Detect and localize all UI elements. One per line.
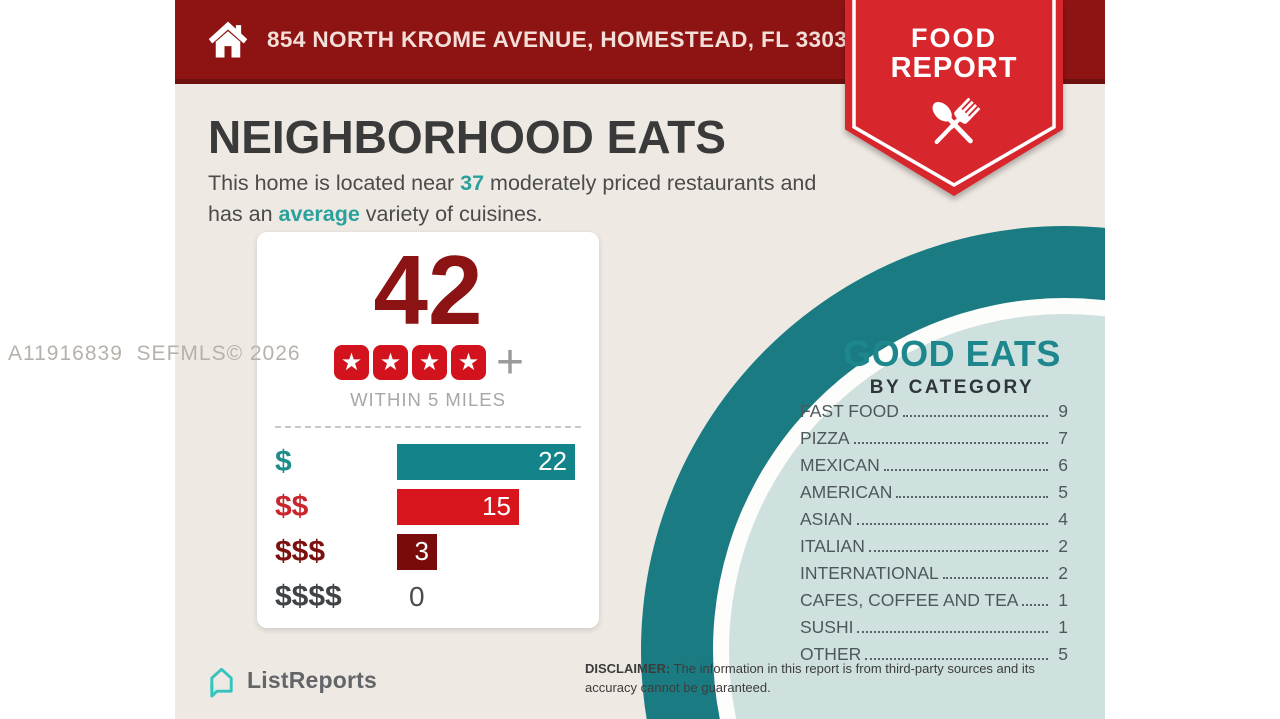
listreports-wordmark: ListReports	[247, 667, 377, 693]
good-eats-subtitle: BY CATEGORY	[869, 377, 1035, 398]
category-name: PIZZA	[800, 428, 850, 448]
dashed-divider	[275, 426, 581, 429]
category-name: SUSHI	[800, 617, 854, 637]
dot-leader	[853, 442, 1048, 444]
price-level-bar: 3	[397, 533, 437, 570]
star-icon: ★	[333, 345, 369, 381]
plus-icon: +	[495, 336, 525, 390]
category-count: 2	[1058, 563, 1068, 583]
category-count: 5	[1058, 482, 1068, 502]
restaurant-count: 37	[460, 171, 485, 195]
intro-sentence: This home is located near 37 moderately …	[208, 168, 853, 229]
price-level-label: $$	[275, 489, 309, 523]
badge-outline	[852, 0, 1056, 188]
dot-leader	[883, 469, 1048, 471]
price-level-label: $$$	[275, 534, 326, 568]
bar-value-zero: 0	[409, 580, 425, 612]
dot-leader	[868, 550, 1048, 552]
category-name: OTHER	[800, 644, 862, 664]
category-name: FAST FOOD	[800, 401, 899, 421]
dot-leader	[896, 496, 1048, 498]
category-row: OTHER 5	[800, 644, 1068, 665]
mls-watermark: A11916839 SEFMLS© 2026	[8, 342, 301, 365]
intro-post: variety of cuisines.	[359, 201, 543, 226]
infographic-sheet: 854 NORTH KROME AVENUE, HOMESTEAD, FL 33…	[175, 0, 1105, 719]
category-count: 9	[1058, 401, 1068, 421]
category-row: INTERNATIONAL 2	[800, 563, 1068, 584]
category-count: 7	[1058, 428, 1068, 448]
variety-highlight: average	[278, 201, 360, 226]
dot-leader	[856, 523, 1048, 525]
bar-row: $22	[275, 441, 581, 482]
price-level-label: $	[275, 444, 292, 478]
intro-mid: moderately priced restaurants and has an	[208, 171, 817, 226]
listreports-house-icon	[210, 667, 233, 698]
price-level-bar: 15	[397, 488, 519, 525]
price-level-bar	[397, 579, 405, 615]
badge-title-line1: FOOD	[911, 23, 997, 53]
star-icon: ★	[372, 345, 408, 381]
category-name: ITALIAN	[800, 536, 865, 556]
star-icon: ★	[411, 345, 447, 381]
summary-card: 42 ★ ★ ★ ★ + WITHIN 5 MILES $22 $$ 15 $$$ 3 $$$$…	[257, 232, 599, 628]
price-level-label: $$$$	[275, 579, 342, 613]
total-restaurants-number: 42	[373, 235, 483, 345]
category-row: PIZZA 7	[800, 428, 1068, 449]
category-row: AMERICAN 5	[800, 482, 1068, 503]
property-address: 854 NORTH KROME AVENUE, HOMESTEAD, FL 33…	[267, 26, 861, 52]
spoon-fork-icon	[932, 97, 981, 145]
good-eats-heading: GOOD EATS BY CATEGORY	[792, 333, 1105, 399]
badge-title-line2: REPORT	[890, 52, 1018, 85]
dot-leader	[1022, 604, 1048, 606]
food-report-badge: FOOD REPORT	[845, 0, 1063, 196]
star-icon: ★	[450, 345, 486, 381]
price-level-bar: 22	[397, 443, 575, 480]
category-count: 5	[1058, 644, 1068, 664]
bar-row: $$ 15	[275, 486, 581, 527]
category-row: CAFES, COFFEE AND TEA 1	[800, 590, 1068, 611]
disclaimer-text: DISCLAIMER: The information in this repo…	[585, 661, 1035, 695]
category-count: 6	[1058, 455, 1068, 475]
category-row: ASIAN 4	[800, 509, 1068, 530]
category-count: 1	[1058, 617, 1068, 637]
dot-leader	[857, 631, 1048, 633]
disclaimer-label: DISCLAIMER:	[585, 661, 671, 676]
intro-pre: This home is located near	[208, 171, 461, 195]
house-icon	[208, 21, 248, 57]
category-list: FAST FOOD 9 PIZZA 7 MEXICAN 6 AMERICAN 5 ASIAN 4 I…	[800, 401, 1068, 671]
category-row: FAST FOOD 9	[800, 401, 1068, 422]
dot-leader	[865, 658, 1048, 660]
category-name: MEXICAN	[800, 455, 880, 475]
dot-leader	[902, 415, 1048, 417]
category-row: SUSHI 1	[800, 617, 1068, 638]
category-count: 1	[1058, 590, 1068, 610]
category-count: 2	[1058, 536, 1068, 556]
price-level-bar-chart: $22 $$ 15 $$$ 3 $$$$ 0	[257, 441, 599, 617]
category-row: MEXICAN 6	[800, 455, 1068, 476]
category-count: 4	[1058, 509, 1068, 529]
good-eats-title: GOOD EATS	[843, 333, 1061, 374]
category-name: CAFES, COFFEE AND TEA	[800, 590, 1019, 610]
category-row: ITALIAN 2	[800, 536, 1068, 557]
radius-label: WITHIN 5 MILES	[350, 389, 506, 411]
bar-row: $$$ 3	[275, 531, 581, 572]
category-name: INTERNATIONAL	[800, 563, 939, 583]
dot-leader	[942, 577, 1048, 579]
bar-row: $$$$ 0	[275, 576, 581, 617]
listreports-logo: ListReports	[205, 663, 377, 698]
page-title: NEIGHBORHOOD EATS	[208, 111, 726, 163]
rating-stars: ★ ★ ★ ★ +	[257, 336, 599, 390]
category-name: AMERICAN	[800, 482, 893, 502]
category-name: ASIAN	[800, 509, 853, 529]
